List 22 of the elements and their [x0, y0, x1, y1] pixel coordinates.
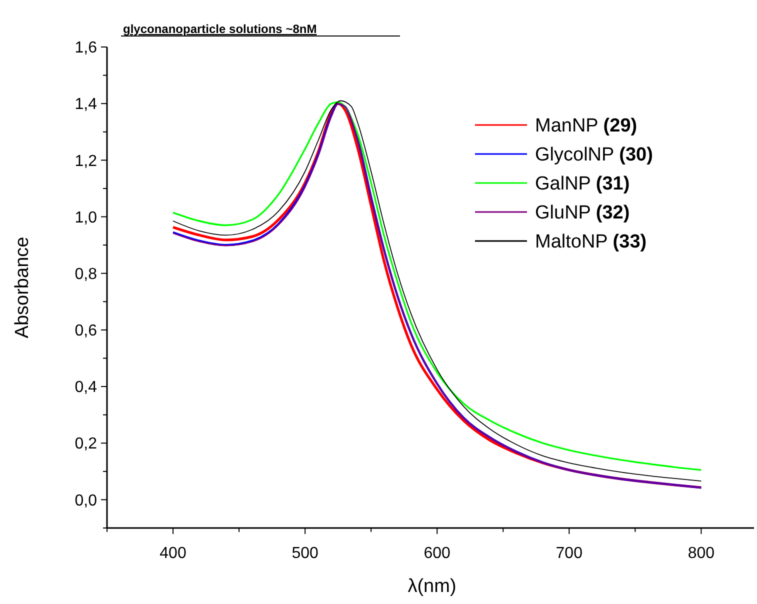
y-tick-label: 1,0: [74, 209, 98, 226]
y-tick-label: 1,4: [74, 96, 98, 114]
x-tick-label: 400: [160, 545, 186, 562]
chart-title: glyconanoparticle solutions ~8nM: [123, 22, 317, 36]
y-tick-label: 0,0: [74, 492, 98, 510]
x-tick-label: 700: [556, 545, 583, 562]
y-tick-label: 1,2: [74, 152, 98, 170]
x-tick-label: 800: [688, 545, 715, 562]
legend-label: MaltoNP (33): [535, 232, 647, 253]
legend-label: GluNP (32): [535, 202, 630, 224]
x-axis-title: λ(nm): [408, 576, 456, 597]
legend-label: GlycolNP (30): [535, 144, 653, 166]
legend-label: ManNP (29): [535, 116, 638, 137]
legend-label: GalNP (31): [535, 174, 630, 195]
x-tick-label: 600: [424, 545, 451, 562]
x-tick-label: 500: [292, 545, 319, 562]
y-tick-label: 0,4: [74, 379, 98, 396]
y-axis-title: Absorbance: [12, 236, 33, 338]
y-tick-label: 0,6: [74, 322, 98, 340]
y-tick-label: 1,6: [74, 40, 98, 57]
y-tick-label: 0,8: [74, 266, 98, 283]
y-tick-label: 0,2: [74, 436, 98, 453]
